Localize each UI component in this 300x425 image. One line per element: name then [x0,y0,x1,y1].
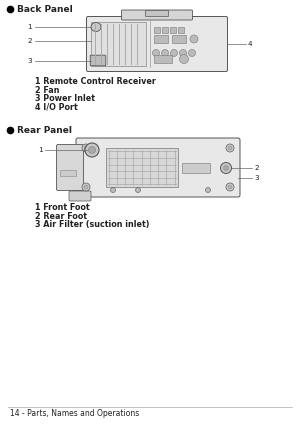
Circle shape [190,35,198,43]
Circle shape [179,54,188,63]
Text: 1: 1 [38,147,43,153]
Bar [60,170,76,176]
FancyBboxPatch shape [69,191,91,201]
Text: 4 I/O Port: 4 I/O Port [35,102,78,111]
Bar [178,27,184,33]
Circle shape [152,49,160,57]
Bar [154,55,172,63]
Bar [91,22,146,66]
Bar [154,35,168,43]
Circle shape [179,49,187,57]
Circle shape [85,143,99,157]
Circle shape [170,49,178,57]
FancyBboxPatch shape [76,138,240,197]
Text: 3: 3 [27,58,32,64]
FancyBboxPatch shape [146,11,169,17]
Text: 14 - Parts, Names and Operations: 14 - Parts, Names and Operations [10,408,139,417]
Text: 2 Fan: 2 Fan [35,85,59,94]
Circle shape [82,144,90,152]
Circle shape [84,146,88,150]
Text: 2: 2 [27,38,32,44]
Circle shape [220,162,232,173]
Circle shape [88,147,95,153]
FancyBboxPatch shape [86,17,227,71]
Bar [182,163,210,173]
Bar [170,27,176,33]
Text: 3: 3 [254,175,259,181]
Text: 1 Front Foot: 1 Front Foot [35,203,90,212]
Bar [172,35,186,43]
Text: Rear Panel: Rear Panel [17,125,72,134]
Circle shape [161,49,169,57]
Circle shape [226,183,234,191]
Ellipse shape [91,23,101,31]
Text: Back Panel: Back Panel [17,5,73,14]
Circle shape [136,187,140,193]
Circle shape [188,49,196,57]
Text: 1 Remote Control Receiver: 1 Remote Control Receiver [35,77,156,86]
Circle shape [228,185,232,189]
FancyBboxPatch shape [90,55,106,66]
Text: 1: 1 [27,24,32,30]
Bar [162,27,168,33]
Bar [154,27,160,33]
Circle shape [228,146,232,150]
Text: 3 Air Filter (suction inlet): 3 Air Filter (suction inlet) [35,220,149,229]
Circle shape [84,185,88,189]
Text: 2 Rear Foot: 2 Rear Foot [35,212,87,221]
Bar [106,148,178,187]
Text: 3 Power Inlet: 3 Power Inlet [35,94,95,103]
Circle shape [82,183,90,191]
FancyBboxPatch shape [122,10,193,20]
Circle shape [110,187,116,193]
FancyBboxPatch shape [56,144,83,190]
Text: 2: 2 [254,165,259,171]
Circle shape [224,165,229,170]
Circle shape [226,144,234,152]
Text: 4: 4 [248,41,253,47]
Circle shape [206,187,211,193]
